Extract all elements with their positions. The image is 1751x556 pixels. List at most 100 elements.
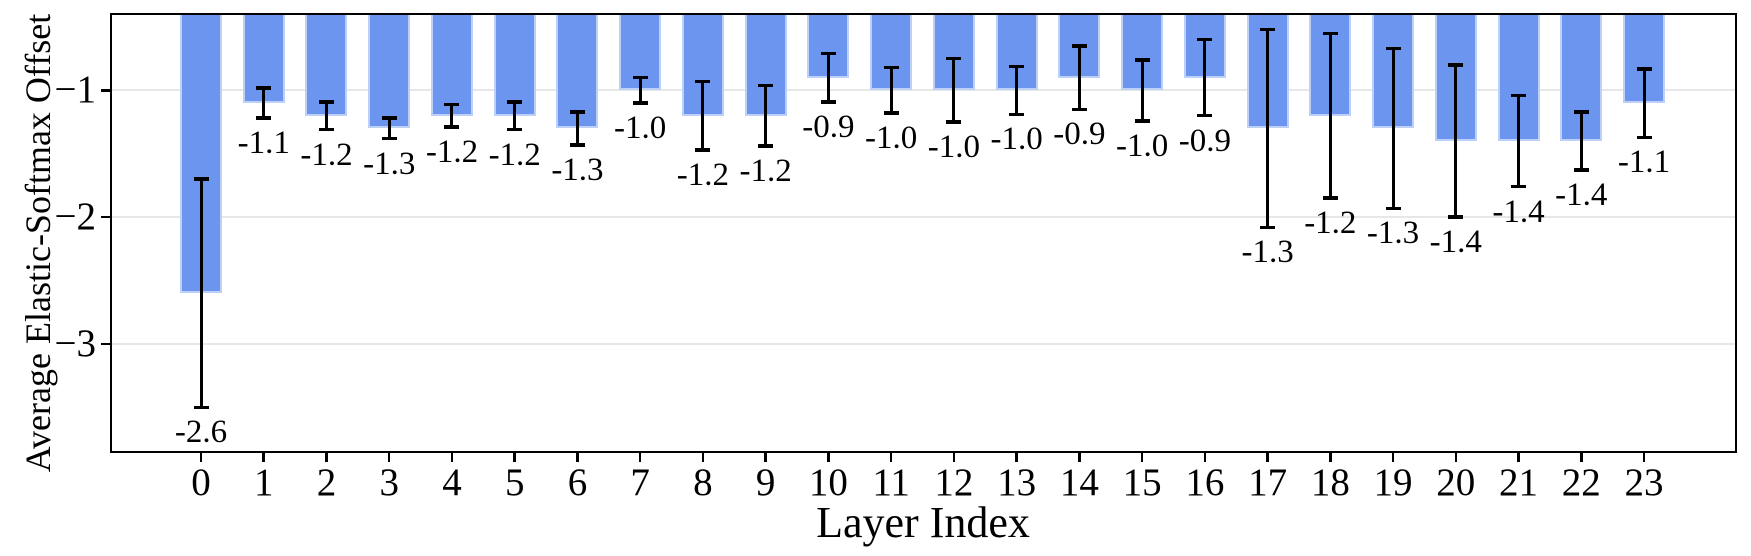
error-bar-line [1454, 64, 1458, 218]
error-cap-bottom [256, 116, 272, 120]
error-cap-bottom [883, 111, 899, 115]
error-cap-bottom [444, 125, 460, 129]
x-tick-label: 14 [1059, 461, 1099, 504]
gridline [112, 216, 1735, 219]
error-cap-bottom [1636, 135, 1652, 139]
bar-value-label: -1.3 [551, 151, 604, 188]
x-tick [1140, 453, 1144, 462]
gridline [112, 343, 1735, 345]
error-bar-line [1391, 48, 1395, 209]
x-axis-title: Layer Index [816, 498, 1030, 547]
error-cap-bottom [1385, 206, 1401, 211]
y-tick [101, 342, 110, 346]
x-tick-label: 3 [379, 461, 399, 504]
error-cap-top [1071, 44, 1087, 48]
bar-value-label: -1.4 [1555, 177, 1608, 214]
error-bar-line [199, 179, 203, 408]
error-cap-bottom [569, 143, 585, 147]
bar [807, 13, 850, 78]
error-cap-bottom [1573, 168, 1589, 172]
x-tick [701, 453, 705, 462]
error-cap-bottom [946, 120, 962, 124]
x-tick [1517, 453, 1520, 462]
error-cap-top [1260, 27, 1276, 32]
x-tick [1329, 453, 1332, 462]
error-bar-line [1517, 95, 1521, 187]
error-bar-line [324, 101, 328, 130]
error-cap-top [820, 51, 836, 56]
x-tick-label: 4 [442, 461, 462, 504]
bar-value-label: -1.1 [237, 125, 290, 162]
bar-value-label: -1.2 [676, 156, 730, 193]
error-cap-top [1322, 31, 1338, 36]
error-cap-bottom [1511, 184, 1527, 189]
x-tick [889, 453, 893, 462]
y-tick [101, 89, 110, 92]
error-cap-bottom [318, 127, 334, 132]
error-bar-line [952, 58, 956, 123]
error-bar-line [1266, 29, 1270, 228]
error-cap-top [507, 100, 523, 104]
x-tick-label: 17 [1248, 461, 1288, 504]
x-tick [1203, 453, 1207, 462]
bar-value-label: -1.3 [1366, 215, 1420, 252]
error-bar-line [262, 87, 266, 119]
bar-value-label: -1.1 [1617, 144, 1671, 181]
y-tick-label: −3 [54, 321, 97, 365]
bar-value-label: -1.3 [1241, 234, 1294, 271]
error-bar-line [826, 53, 830, 102]
bar-value-label: -0.9 [802, 108, 855, 145]
error-bar-line [638, 77, 642, 104]
bar [556, 13, 599, 129]
bar [430, 13, 473, 116]
error-cap-bottom [1322, 196, 1338, 200]
x-tick-label: 8 [693, 461, 713, 504]
error-bar-line [1642, 68, 1646, 138]
error-cap-top [193, 177, 209, 181]
y-tick-label: −2 [54, 195, 97, 239]
bar-value-label: -0.9 [1178, 122, 1231, 159]
bar-value-label: -2.6 [174, 414, 228, 451]
x-tick-label: 18 [1310, 461, 1350, 504]
x-tick [513, 453, 516, 462]
error-bar-line [701, 81, 705, 150]
bar [493, 13, 536, 116]
error-cap-bottom [1197, 113, 1213, 118]
error-bar-line [513, 101, 517, 130]
bar-value-label: -1.2 [488, 136, 541, 173]
bar-value-label: -1.4 [1429, 224, 1482, 261]
error-cap-top [256, 86, 272, 90]
x-tick-label: 6 [567, 461, 588, 504]
error-bar-line [387, 118, 391, 139]
error-cap-top [883, 65, 899, 70]
error-bar-line [1203, 39, 1207, 116]
error-cap-top [1197, 37, 1213, 42]
bar [305, 13, 348, 116]
error-cap-top [569, 110, 585, 114]
error-cap-bottom [820, 100, 836, 104]
error-cap-bottom [1448, 215, 1464, 219]
error-cap-bottom [381, 136, 397, 141]
error-cap-top [1511, 93, 1527, 98]
error-cap-top [444, 102, 460, 107]
error-cap-top [946, 56, 962, 61]
x-tick [1580, 453, 1583, 462]
error-cap-top [381, 116, 397, 120]
y-tick [101, 215, 110, 219]
bar-value-label: -1.0 [1115, 127, 1169, 164]
bar-value-label: -1.2 [300, 136, 353, 173]
x-tick [262, 453, 265, 462]
error-bar-line [889, 67, 893, 114]
error-cap-top [1573, 110, 1589, 114]
bar [619, 13, 662, 91]
error-cap-bottom [695, 148, 711, 152]
x-tick-label: 23 [1624, 461, 1664, 504]
error-cap-top [318, 100, 334, 104]
bar [368, 13, 411, 129]
bar-value-label: -0.9 [1053, 116, 1106, 153]
x-tick-label: 20 [1436, 461, 1476, 504]
error-bar-line [764, 85, 768, 147]
error-cap-bottom [1134, 119, 1150, 123]
error-cap-top [1448, 63, 1464, 67]
